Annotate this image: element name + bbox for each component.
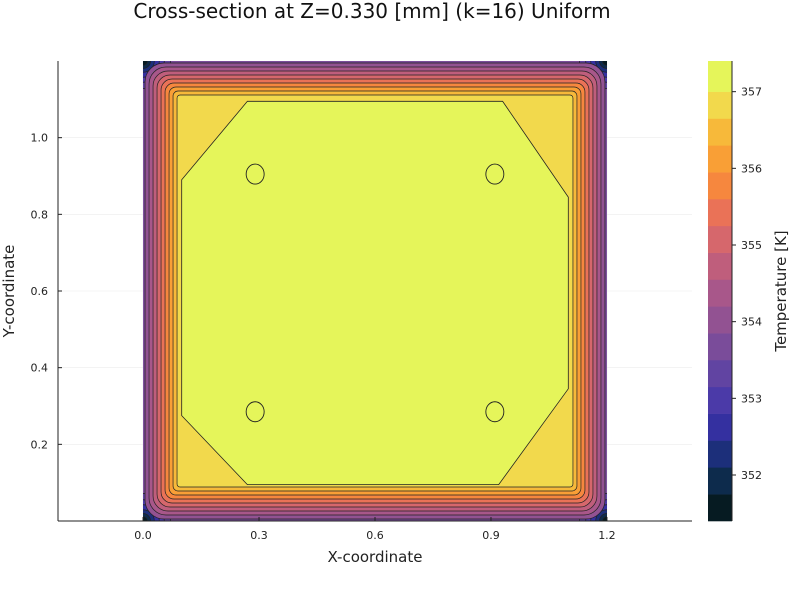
chart-title: Cross-section at Z=0.330 [mm] (k=16) Uni…: [133, 0, 610, 23]
contour-bands: [143, 61, 607, 521]
colorbar-swatch: [708, 467, 732, 495]
x-tick-label: 0.0: [134, 529, 152, 542]
colorbar-tick-label: 352: [741, 469, 762, 482]
hot-plateau: [181, 100, 569, 486]
axes: 0.0 0.3 0.6 0.9 1.2 0.2 0.4 0.6 0.8 1.0: [31, 61, 692, 542]
colorbar: 352 353 354 355 356 357: [708, 61, 762, 522]
x-tick-label: 1.2: [598, 529, 616, 542]
corner-band: [143, 516, 148, 521]
hot-spot-contour: [485, 163, 505, 185]
colorbar-swatch: [708, 172, 732, 200]
colorbar-title: Temperature [K]: [772, 230, 790, 352]
corner-band: [143, 61, 148, 66]
hot-spot-contour: [245, 163, 265, 185]
colorbar-swatch: [708, 279, 732, 307]
colorbar-tick-label: 354: [741, 316, 762, 329]
y-tick-label: 0.2: [31, 438, 49, 451]
colorbar-tick-label: 353: [741, 392, 762, 405]
y-tick-label: 1.0: [31, 132, 49, 145]
colorbar-swatch: [708, 145, 732, 173]
contour-field: [143, 61, 607, 521]
colorbar-swatch: [708, 386, 732, 414]
hot-spot-contour: [485, 401, 505, 423]
colorbar-swatch: [708, 494, 732, 522]
colorbar-swatch: [708, 252, 732, 280]
corner-band: [602, 516, 607, 521]
x-tick-label: 0.3: [250, 529, 268, 542]
colorbar-swatch: [708, 225, 732, 253]
hot-spot-contour: [245, 401, 265, 423]
y-tick-label: 0.8: [31, 208, 49, 221]
y-tick-label: 0.4: [31, 362, 49, 375]
colorbar-swatch: [708, 360, 732, 388]
corner-band: [602, 61, 607, 66]
colorbar-swatch: [708, 91, 732, 119]
colorbar-swatch: [708, 199, 732, 227]
colorbar-tick-label: 357: [741, 86, 762, 99]
x-axis-title: X-coordinate: [328, 548, 423, 566]
colorbar-swatch: [708, 333, 732, 361]
x-tick-label: 0.6: [366, 529, 384, 542]
colorbar-swatch: [708, 118, 732, 146]
colorbar-tick-label: 356: [741, 162, 762, 175]
y-axis-title: Y-coordinate: [0, 245, 18, 339]
colorbar-swatch: [708, 306, 732, 334]
x-tick-label: 0.9: [482, 529, 500, 542]
y-tick-label: 0.6: [31, 285, 49, 298]
colorbar-tick-label: 355: [741, 239, 762, 252]
colorbar-swatch: [708, 440, 732, 468]
colorbar-swatch: [708, 413, 732, 441]
colorbar-swatch: [708, 61, 732, 92]
